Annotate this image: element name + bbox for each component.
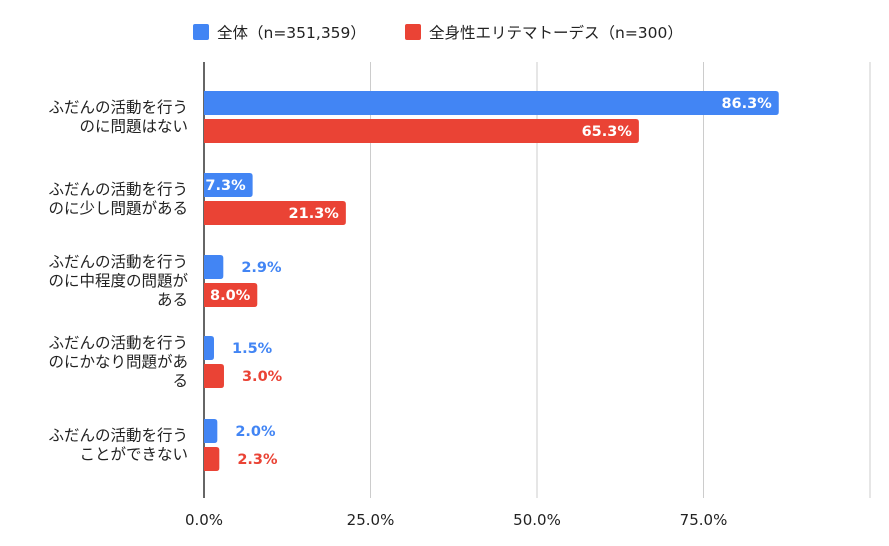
x-tick-label-1: 25.0%	[347, 511, 395, 529]
x-axis-ticks: 0.0% 25.0% 50.0% 75.0%	[185, 511, 727, 529]
legend-swatch-1	[405, 24, 421, 40]
category-label-4: ふだんの活動を行うことができない	[48, 427, 188, 464]
data-label-1-3: 3.0%	[242, 369, 283, 385]
bar-0-1	[204, 173, 253, 197]
category-label-line: ある	[157, 291, 188, 309]
bars: 86.3% 65.3% 7.3% 21.3% 2.9% 8.0% 1.5% 3.0% 2.0% 2…	[204, 91, 779, 471]
x-tick-label-0: 0.0%	[185, 511, 223, 529]
bar-1-0	[204, 119, 639, 143]
bar-1-4	[204, 447, 220, 471]
data-label-0-4: 2.0%	[235, 424, 276, 440]
data-label-1-2: 8.0%	[210, 288, 251, 304]
legend-label-0: 全体（n=351,359）	[217, 24, 366, 42]
category-label-line: る	[172, 372, 188, 390]
category-label-line: ふだんの活動を行う	[48, 334, 188, 352]
category-label-line: のに中程度の問題が	[48, 272, 188, 290]
x-tick-label-3: 75.0%	[680, 511, 728, 529]
category-label-line: ことができない	[79, 446, 188, 464]
legend: 全体（n=351,359） 全身性エリテマトーデス（n=300）	[193, 23, 683, 42]
category-label-line: のにかなり問題があ	[48, 353, 188, 371]
data-label-1-1: 21.3%	[289, 206, 340, 222]
bar-0-4	[204, 419, 218, 443]
bar-1-3	[204, 364, 224, 388]
category-label-line: ふだんの活動を行う	[48, 181, 188, 199]
data-label-0-2: 2.9%	[241, 260, 282, 276]
category-label-line: ふだんの活動を行う	[48, 427, 188, 445]
category-label-line: ふだんの活動を行う	[48, 99, 188, 117]
category-label-2: ふだんの活動を行うのに中程度の問題がある	[48, 253, 188, 309]
data-label-0-0: 86.3%	[721, 96, 772, 112]
bar-0-3	[204, 336, 214, 360]
bar-1-2	[204, 283, 258, 307]
category-label-line: のに少し問題がある	[48, 200, 188, 218]
bar-0-2	[204, 255, 224, 279]
data-label-0-1: 7.3%	[205, 178, 246, 194]
legend-swatch-0	[193, 24, 209, 40]
category-label-line: ふだんの活動を行う	[48, 253, 188, 271]
bar-1-1	[204, 201, 346, 225]
data-label-1-0: 65.3%	[582, 124, 633, 140]
category-label-line: のに問題はない	[79, 118, 188, 136]
x-tick-label-2: 50.0%	[513, 511, 561, 529]
category-label-1: ふだんの活動を行うのに少し問題がある	[48, 181, 188, 218]
bar-0-0	[204, 91, 779, 115]
legend-label-1: 全身性エリテマトーデス（n=300）	[429, 23, 683, 42]
category-label-0: ふだんの活動を行うのに問題はない	[48, 99, 188, 136]
category-label-3: ふだんの活動を行うのにかなり問題がある	[48, 334, 188, 390]
data-label-1-4: 2.3%	[237, 452, 278, 468]
category-labels: ふだんの活動を行うのに問題はないふだんの活動を行うのに少し問題があるふだんの活動…	[48, 99, 188, 464]
data-label-0-3: 1.5%	[232, 341, 273, 357]
